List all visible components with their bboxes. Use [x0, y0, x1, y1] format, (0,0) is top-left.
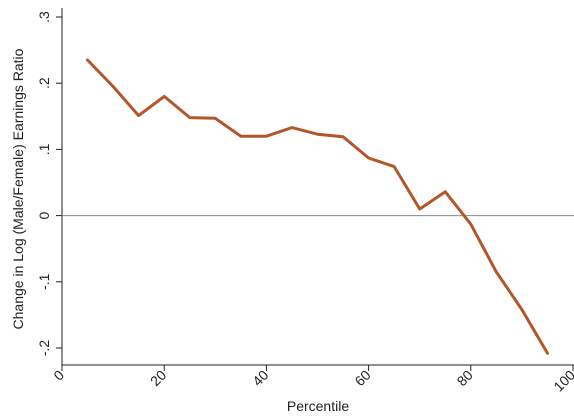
- plot-area: -.2 -.1 0 .1 .2 .3 0 20 40 60 80 100: [36, 8, 574, 395]
- y-tick-label: .2: [36, 77, 52, 89]
- x-axis-ticks: 0 20 40 60 80 100: [50, 365, 574, 395]
- series-line: [86, 58, 549, 355]
- y-tick-label: .1: [36, 143, 52, 155]
- x-tick-label: 20: [147, 367, 169, 389]
- x-tick-label: 40: [249, 367, 271, 389]
- x-tick-label: 60: [351, 367, 373, 389]
- x-tick-label: 100: [550, 367, 574, 395]
- y-tick-label: 0: [36, 211, 52, 219]
- y-axis-ticks: -.2 -.1 0 .1 .2 .3: [36, 11, 62, 356]
- x-tick-label: 80: [454, 367, 476, 389]
- y-tick-label: -.2: [36, 340, 52, 357]
- y-tick-label: .3: [36, 11, 52, 23]
- y-axis-title: Change in Log (Male/Female) Earnings Rat…: [10, 48, 26, 329]
- x-axis-title: Percentile: [287, 398, 349, 414]
- x-tick-label: 0: [50, 367, 67, 384]
- y-tick-label: -.1: [36, 273, 52, 290]
